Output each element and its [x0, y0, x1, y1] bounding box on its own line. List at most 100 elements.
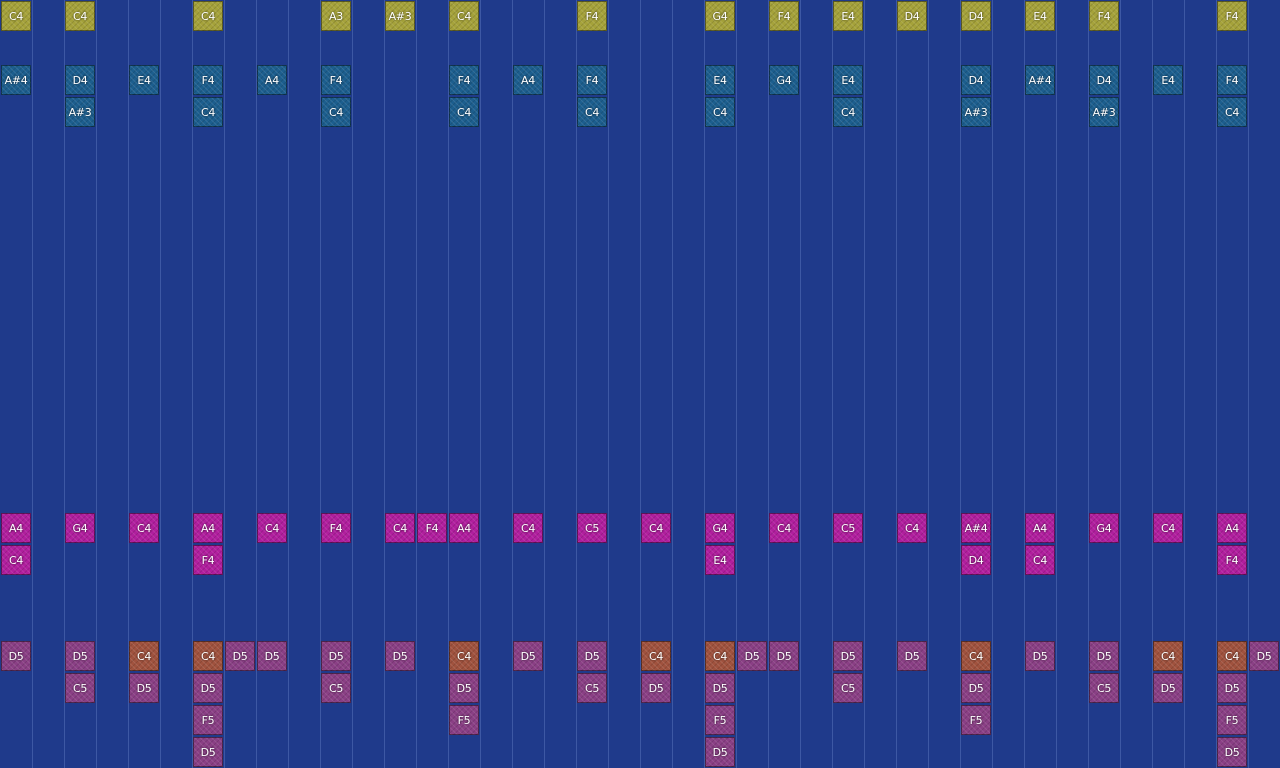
harmony-track-note[interactable]: F4 [449, 65, 479, 95]
bass-track-note[interactable]: F5 [449, 705, 479, 735]
chord-track-note[interactable]: C5 [833, 513, 863, 543]
bass-track-note[interactable]: D5 [1089, 641, 1119, 671]
bass-track-note[interactable]: D5 [705, 737, 735, 767]
melody-track-note[interactable]: A3 [321, 1, 351, 31]
harmony-track-note[interactable]: F4 [321, 65, 351, 95]
harmony-track-note[interactable]: C4 [449, 97, 479, 127]
chord-track-note[interactable]: C4 [641, 513, 671, 543]
bass-track-note[interactable]: D5 [225, 641, 255, 671]
chord-track-note[interactable]: F4 [193, 545, 223, 575]
harmony-track-note[interactable]: F4 [1217, 65, 1247, 95]
melody-track-note[interactable]: E4 [833, 1, 863, 31]
harmony-track-note[interactable]: C4 [1217, 97, 1247, 127]
bass-track-note[interactable]: C4 [449, 641, 479, 671]
bass-track-note[interactable]: C4 [129, 641, 159, 671]
chord-track-note[interactable]: A4 [1217, 513, 1247, 543]
bass-track-note[interactable]: D5 [257, 641, 287, 671]
chord-track-note[interactable]: C4 [257, 513, 287, 543]
harmony-track-note[interactable]: E4 [1153, 65, 1183, 95]
chord-track-note[interactable]: D4 [961, 545, 991, 575]
melody-track-note[interactable]: D4 [961, 1, 991, 31]
bass-track-note[interactable]: D5 [769, 641, 799, 671]
melody-track-note[interactable]: C4 [1, 1, 31, 31]
chord-track-note[interactable]: C4 [385, 513, 415, 543]
harmony-track-note[interactable]: G4 [769, 65, 799, 95]
chord-track-note[interactable]: A#4 [961, 513, 991, 543]
harmony-track-note[interactable]: A#3 [1089, 97, 1119, 127]
bass-track-note[interactable]: C4 [1153, 641, 1183, 671]
harmony-track-note[interactable]: D4 [65, 65, 95, 95]
bass-track-note[interactable]: D5 [129, 673, 159, 703]
melody-track-note[interactable]: C4 [65, 1, 95, 31]
chord-track-note[interactable]: C4 [129, 513, 159, 543]
harmony-track-note[interactable]: E4 [705, 65, 735, 95]
melody-track-note[interactable]: G4 [705, 1, 735, 31]
chord-track-note[interactable]: E4 [705, 545, 735, 575]
harmony-track-note[interactable]: C4 [321, 97, 351, 127]
harmony-track-note[interactable]: C4 [193, 97, 223, 127]
bass-track-note[interactable]: F5 [961, 705, 991, 735]
chord-track-note[interactable]: C4 [769, 513, 799, 543]
harmony-track-note[interactable]: A#4 [1, 65, 31, 95]
bass-track-note[interactable]: C4 [1217, 641, 1247, 671]
bass-track-note[interactable]: C4 [641, 641, 671, 671]
melody-track-note[interactable]: F4 [1217, 1, 1247, 31]
bass-track-note[interactable]: C4 [193, 641, 223, 671]
chord-track-note[interactable]: F4 [1217, 545, 1247, 575]
harmony-track-note[interactable]: C4 [705, 97, 735, 127]
bass-track-note[interactable]: D5 [577, 641, 607, 671]
harmony-track-note[interactable]: E4 [129, 65, 159, 95]
chord-track-note[interactable]: C4 [1025, 545, 1055, 575]
bass-track-note[interactable]: C4 [705, 641, 735, 671]
chord-track-note[interactable]: A4 [449, 513, 479, 543]
melody-track-note[interactable]: A#3 [385, 1, 415, 31]
bass-track-note[interactable]: C5 [577, 673, 607, 703]
bass-track-note[interactable]: C5 [833, 673, 863, 703]
chord-track-note[interactable]: C4 [513, 513, 543, 543]
bass-track-note[interactable]: C5 [321, 673, 351, 703]
chord-track-note[interactable]: A4 [1025, 513, 1055, 543]
bass-track-note[interactable]: D5 [1249, 641, 1279, 671]
chord-track-note[interactable]: F4 [321, 513, 351, 543]
bass-track-note[interactable]: D5 [1025, 641, 1055, 671]
bass-track-note[interactable]: D5 [513, 641, 543, 671]
melody-track-note[interactable]: C4 [449, 1, 479, 31]
harmony-track-note[interactable]: E4 [833, 65, 863, 95]
bass-track-note[interactable]: D5 [385, 641, 415, 671]
harmony-track-note[interactable]: A#3 [961, 97, 991, 127]
bass-track-note[interactable]: F5 [1217, 705, 1247, 735]
harmony-track-note[interactable]: D4 [1089, 65, 1119, 95]
harmony-track-note[interactable]: C4 [577, 97, 607, 127]
bass-track-note[interactable]: D5 [193, 673, 223, 703]
bass-track-note[interactable]: D5 [737, 641, 767, 671]
harmony-track-note[interactable]: D4 [961, 65, 991, 95]
bass-track-note[interactable]: C4 [961, 641, 991, 671]
chord-track-note[interactable]: G4 [1089, 513, 1119, 543]
chord-track-note[interactable]: C4 [897, 513, 927, 543]
bass-track-note[interactable]: D5 [1217, 737, 1247, 767]
bass-track-note[interactable]: F5 [193, 705, 223, 735]
bass-track-note[interactable]: D5 [449, 673, 479, 703]
bass-track-note[interactable]: D5 [897, 641, 927, 671]
melody-track-note[interactable]: F4 [577, 1, 607, 31]
harmony-track-note[interactable]: F4 [577, 65, 607, 95]
melody-track-note[interactable]: E4 [1025, 1, 1055, 31]
bass-track-note[interactable]: D5 [833, 641, 863, 671]
harmony-track-note[interactable]: A4 [257, 65, 287, 95]
bass-track-note[interactable]: D5 [705, 673, 735, 703]
chord-track-note[interactable]: C5 [577, 513, 607, 543]
bass-track-note[interactable]: D5 [321, 641, 351, 671]
chord-track-note[interactable]: A4 [1, 513, 31, 543]
chord-track-note[interactable]: C4 [1153, 513, 1183, 543]
bass-track-note[interactable]: D5 [193, 737, 223, 767]
bass-track-note[interactable]: D5 [961, 673, 991, 703]
harmony-track-note[interactable]: A4 [513, 65, 543, 95]
bass-track-note[interactable]: D5 [1, 641, 31, 671]
chord-track-note[interactable]: G4 [65, 513, 95, 543]
bass-track-note[interactable]: D5 [1153, 673, 1183, 703]
melody-track-note[interactable]: C4 [193, 1, 223, 31]
bass-track-note[interactable]: D5 [641, 673, 671, 703]
bass-track-note[interactable]: D5 [65, 641, 95, 671]
melody-track-note[interactable]: F4 [769, 1, 799, 31]
